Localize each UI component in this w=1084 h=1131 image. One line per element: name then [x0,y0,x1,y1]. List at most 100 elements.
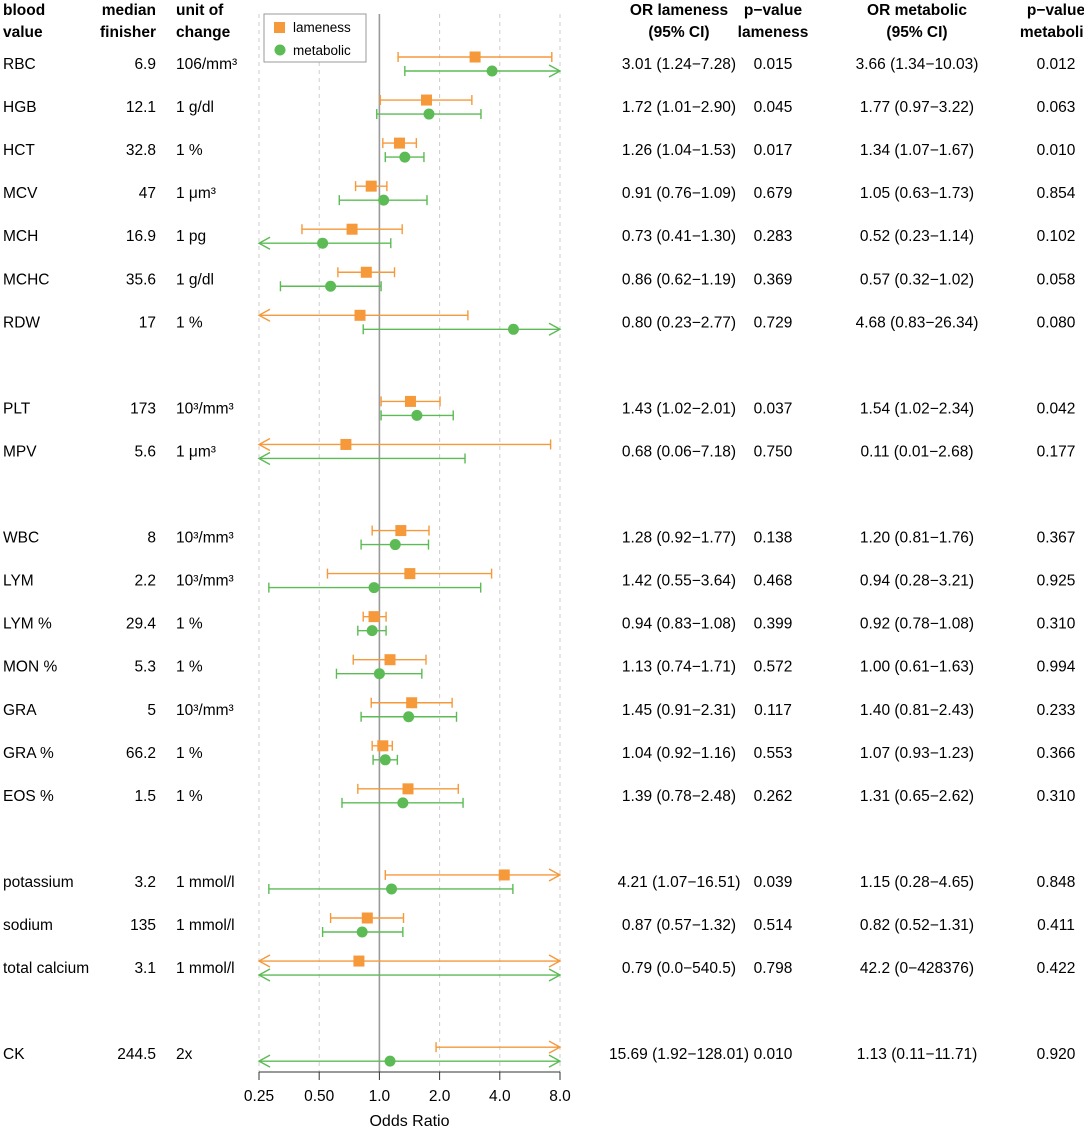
median-finisher: 8 [147,530,156,547]
median-finisher: 12.1 [126,99,156,116]
row-potassium: potassium 3.2 1 mmol/l 4.21 (1.07−16.51) 0.0… [3,874,1075,891]
total-calcium-circle-interval [257,968,562,982]
mchc-circle-interval [279,280,382,292]
metabolic-point [411,409,423,421]
unit-of-change: 1 μm³ [176,443,216,460]
or-lameness: 1.28 (0.92−1.77) [622,530,736,547]
median-finisher: 66.2 [126,745,156,762]
p-lameness: 0.468 [754,573,793,590]
lameness-point [365,180,377,192]
or-lameness: 1.39 (0.78−2.48) [622,788,736,805]
blood-value: LYM [3,573,34,590]
p-lameness: 0.037 [754,400,793,417]
gra-square-interval [370,697,453,709]
p-lameness: 0.015 [754,56,793,73]
median-finisher: 3.1 [134,960,156,977]
x-tick-label: 1.0 [369,1088,391,1105]
p-metabolic: 0.854 [1037,185,1076,202]
unit-of-change: 106/mm³ [176,56,237,73]
total-calcium-square-interval [257,954,562,968]
legend-lameness-label: lameness [293,20,351,35]
or-metabolic: 3.66 (1.34−10.03) [856,56,979,73]
or-metabolic: 1.05 (0.63−1.73) [860,185,974,202]
median-finisher: 17 [139,314,156,331]
row-gra: GRA 5 10³/mm³ 1.45 (0.91−2.31) 0.117 1.40 (0.… [3,702,1075,719]
mch-circle-interval [257,236,392,250]
p-metabolic: 0.080 [1037,314,1076,331]
blood-value: WBC [3,530,39,547]
p-metabolic: 0.177 [1037,443,1076,460]
plot-marks [257,51,562,1068]
p-metabolic: 0.366 [1037,745,1076,762]
x-axis-label: Odds Ratio [369,1113,449,1130]
or-lameness: 1.13 (0.74−1.71) [622,659,736,676]
blood-value: MON % [3,659,57,676]
lameness-point [368,611,380,623]
ci-left-arrow [257,236,271,250]
metabolic-point [368,582,380,594]
or-metabolic: 1.20 (0.81−1.76) [860,530,974,547]
row-eos: EOS % 1.5 1 % 1.39 (0.78−2.48) 0.262 1.31 (0.… [3,788,1076,805]
row-wbc: WBC 8 10³/mm³ 1.28 (0.92−1.77) 0.138 1.20 (0.… [3,530,1075,547]
metabolic-point [386,883,398,895]
median-finisher: 1.5 [134,788,156,805]
row-total-calcium: total calcium 3.1 1 mmol/l 0.79 (0.0−540.5)… [3,960,1075,977]
unit-of-change: 1 pg [176,228,206,245]
unit-of-change: 1 % [176,659,203,676]
blood-value: CK [3,1046,25,1063]
blood-value: potassium [3,874,74,891]
p-metabolic: 0.411 [1037,917,1075,934]
metabolic-point [399,151,411,163]
mch-square-interval [301,223,403,235]
p-lameness: 0.750 [754,443,793,460]
p-lameness: 0.017 [754,142,793,159]
metabolic-point [379,754,391,766]
row-lym: LYM % 29.4 1 % 0.94 (0.83−1.08) 0.399 0.92 (0… [3,616,1076,633]
metabolic-point [403,711,415,723]
unit-of-change: 1 mmol/l [176,917,235,934]
ci-left-arrow [257,968,271,982]
blood-value: MCH [3,228,38,245]
mcv-square-interval [354,180,388,192]
or-metabolic: 1.77 (0.97−3.22) [860,99,974,116]
or-lameness: 0.86 (0.62−1.19) [622,271,736,288]
or-lameness: 0.91 (0.76−1.09) [622,185,736,202]
gra-circle-interval [360,711,458,723]
lameness-point [469,51,481,63]
p-metabolic: 0.994 [1037,659,1076,676]
or-lameness: 1.04 (0.92−1.16) [622,745,736,762]
rbc-square-interval [397,51,553,63]
unit-of-change: 2x [176,1046,193,1063]
median-finisher: 3.2 [134,874,156,891]
x-tick-label: 2.0 [429,1088,451,1105]
metabolic-point [389,539,401,551]
x-tick-label: 8.0 [549,1088,571,1105]
metabolic-point [366,625,378,637]
eos-square-interval [357,783,459,795]
metabolic-point [373,668,385,680]
p-metabolic: 0.233 [1037,702,1076,719]
median-finisher: 47 [139,185,156,202]
header-or-lameness: (95% CI) [648,24,709,41]
lameness-point [406,697,418,709]
unit-of-change: 1 μm³ [176,185,216,202]
metabolic-point [384,1055,396,1067]
legend-metabolic-label: metabolic [293,43,351,58]
or-metabolic: 0.82 (0.52−1.31) [860,917,974,934]
row-mcv: MCV 47 1 μm³ 0.91 (0.76−1.09) 0.679 1.05 (0.6… [3,185,1076,202]
or-lameness: 0.73 (0.41−1.30) [622,228,736,245]
unit-of-change: 1 g/dl [176,99,214,116]
header-blood-value: value [3,24,43,41]
row-hgb: HGB 12.1 1 g/dl 1.72 (1.01−2.90) 0.045 1.77 (… [3,99,1075,116]
unit-of-change: 1 % [176,314,203,331]
p-lameness: 0.045 [754,99,793,116]
lameness-point [384,654,396,666]
row-ck: CK 244.5 2x 15.69 (1.92−128.01) 0.010 1.13 (0… [3,1046,1076,1063]
p-lameness: 0.399 [754,616,793,633]
unit-of-change: 10³/mm³ [176,400,234,417]
median-finisher: 5 [147,702,156,719]
row-mch: MCH 16.9 1 pg 0.73 (0.41−1.30) 0.283 0.52 (0.… [3,228,1075,245]
row-mchc: MCHC 35.6 1 g/dl 0.86 (0.62−1.19) 0.369 0.57 … [3,271,1075,288]
header-unit: unit of [176,2,224,19]
or-lameness: 1.72 (1.01−2.90) [622,99,736,116]
